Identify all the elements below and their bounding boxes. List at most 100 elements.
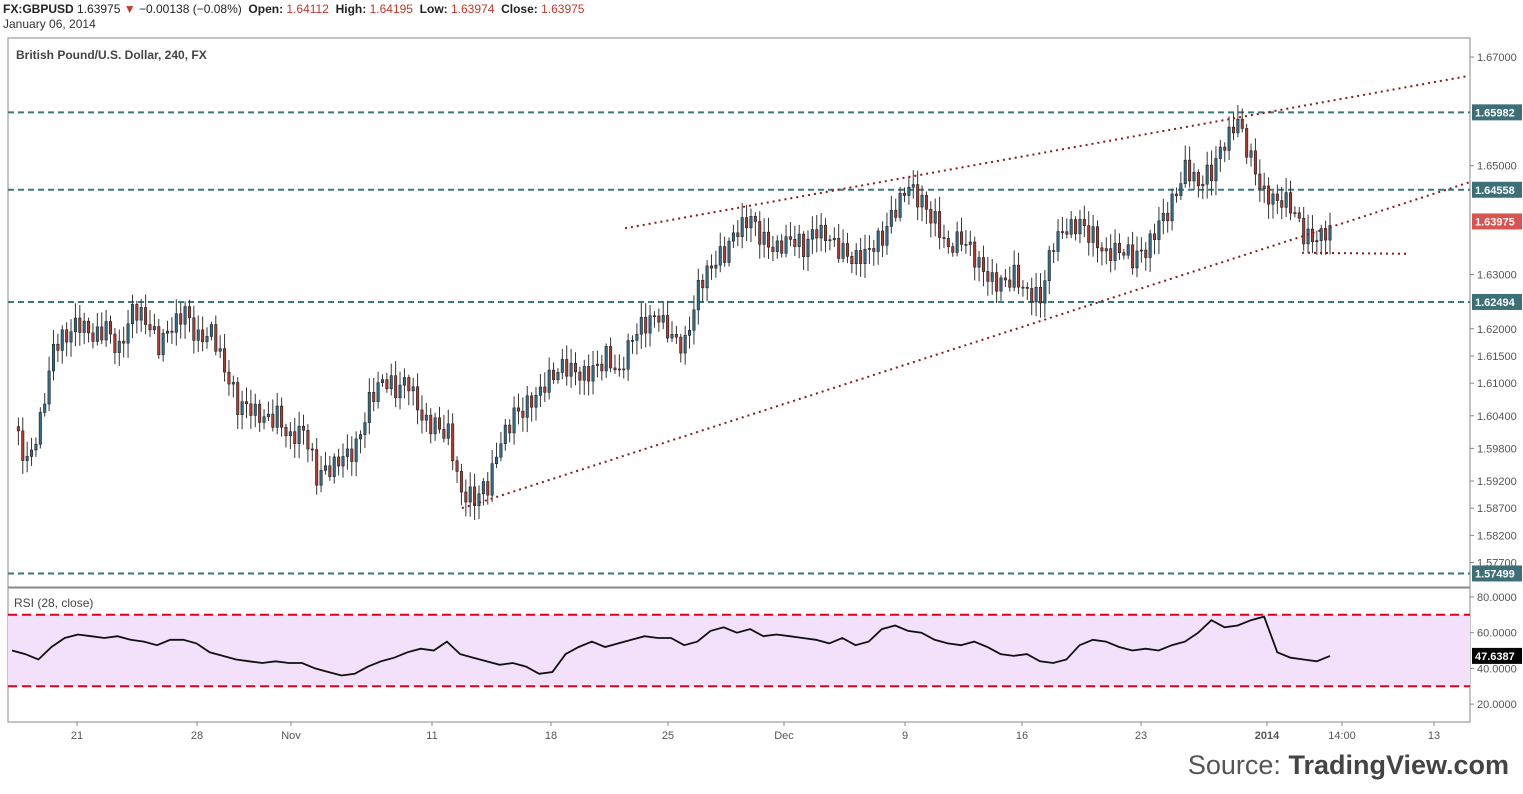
candle-body	[240, 401, 244, 415]
candle-body	[341, 456, 345, 467]
candle-body	[525, 395, 529, 418]
candle-body	[376, 382, 380, 402]
candle-body	[806, 238, 810, 258]
candle-body	[38, 412, 42, 445]
candle-body	[648, 315, 652, 334]
candle-body	[223, 348, 227, 373]
candle-body	[832, 237, 836, 241]
candle-body	[249, 403, 253, 416]
candle-body	[280, 405, 284, 428]
time-axis-label: Dec	[774, 730, 794, 742]
candle-body	[560, 359, 564, 373]
candle-body	[16, 426, 20, 432]
candle-body	[745, 217, 749, 229]
candle-body	[894, 210, 898, 218]
candle-body	[683, 335, 687, 354]
candle-body	[723, 246, 727, 263]
candle-body	[538, 386, 542, 396]
candle-body	[1293, 212, 1297, 215]
candle-body	[1082, 219, 1086, 226]
candle-body	[587, 366, 591, 382]
candle-body	[69, 331, 73, 343]
candle-body	[1231, 126, 1235, 134]
rsi-last-tag	[1472, 647, 1522, 664]
candle-body	[122, 340, 126, 344]
candle-body	[1043, 280, 1047, 304]
price-axis-label: 1.58200	[1477, 530, 1517, 542]
candle-body	[674, 334, 678, 338]
candle-body	[372, 392, 376, 402]
candle-body	[442, 428, 446, 439]
candle-body	[867, 248, 871, 250]
level-tag	[1472, 565, 1522, 582]
candle-body	[1100, 247, 1104, 252]
candle-body	[1315, 240, 1319, 243]
candle-body	[876, 230, 880, 252]
candle-body	[573, 363, 577, 373]
candle-body	[709, 265, 713, 269]
time-axis-label: 2014	[1255, 730, 1280, 742]
candle-body	[438, 417, 442, 430]
candle-body	[95, 326, 99, 342]
candle-body	[973, 241, 977, 268]
candle-body	[319, 470, 323, 486]
candle-body	[920, 195, 924, 208]
candle-body	[139, 307, 143, 321]
candle-body	[459, 471, 463, 493]
source-prefix: Source:	[1187, 750, 1289, 780]
candle-body	[380, 379, 384, 383]
lower-trendline	[461, 181, 1471, 510]
candle-body	[161, 332, 165, 356]
candle-body	[1267, 185, 1271, 205]
candle-body	[1205, 164, 1209, 185]
candle-body	[841, 243, 845, 259]
candle-body	[258, 403, 262, 423]
candle-body	[516, 407, 520, 412]
candle-body	[205, 336, 209, 343]
candle-body	[819, 224, 823, 239]
candle-body	[898, 192, 902, 218]
low-value: 1.63974	[451, 2, 495, 16]
candle-body	[152, 326, 156, 331]
candle-body	[749, 216, 753, 229]
candle-body	[1196, 172, 1200, 187]
candle-body	[420, 409, 424, 421]
low-label: Low:	[419, 2, 448, 16]
candle-body	[639, 317, 643, 335]
candle-body	[595, 363, 599, 366]
rsi-axis-label: 60.0000	[1477, 628, 1517, 640]
candle-body	[385, 379, 389, 389]
candle-body	[530, 395, 534, 408]
candle-body	[1065, 231, 1069, 235]
candle-body	[1131, 244, 1135, 269]
rsi-band	[8, 614, 1470, 687]
candle-body	[82, 320, 86, 333]
candle-body	[1214, 158, 1218, 182]
candle-body	[1139, 249, 1143, 252]
candle-body	[424, 414, 428, 421]
candle-body	[802, 233, 806, 258]
candle-body	[100, 326, 104, 341]
candle-body	[955, 231, 959, 253]
candle-body	[196, 329, 200, 341]
candle-body	[1271, 193, 1275, 205]
candle-body	[977, 257, 981, 268]
candle-body	[293, 431, 297, 444]
last-price-tag-label: 1.63975	[1475, 216, 1515, 228]
candle-body	[924, 195, 928, 210]
candle-body	[473, 486, 477, 507]
candle-body	[227, 371, 231, 385]
candle-body	[350, 448, 354, 462]
candle-body	[78, 317, 82, 333]
candle-body	[1297, 212, 1301, 219]
price-axis-label: 1.61500	[1477, 351, 1517, 363]
candle-body	[521, 410, 525, 418]
candle-body	[753, 216, 757, 222]
candle-body	[1144, 249, 1148, 258]
candle-body	[652, 315, 656, 318]
candle-body	[1135, 250, 1139, 269]
candle-body	[21, 430, 25, 461]
candle-body	[25, 456, 29, 461]
candle-body	[1262, 185, 1266, 190]
